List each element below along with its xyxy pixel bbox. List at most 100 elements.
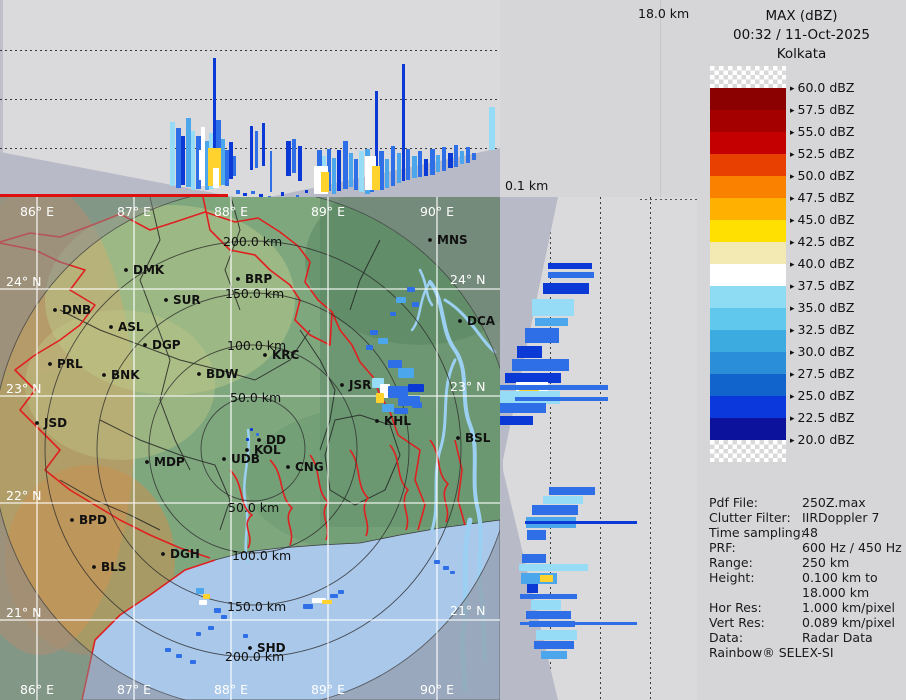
metadata-label: Pdf File: xyxy=(709,495,758,510)
xz-bar xyxy=(233,156,236,176)
yz-bar xyxy=(515,397,608,401)
color-scale-swatch xyxy=(710,242,786,264)
color-scale-label: ▸ 55.0 dBZ xyxy=(790,124,855,139)
yz-bar xyxy=(527,530,546,540)
metadata-value: 0.089 km/pixel xyxy=(802,615,895,630)
xz-bar xyxy=(375,91,378,189)
scale-arrow-icon: ▸ xyxy=(790,392,795,402)
xz-bar xyxy=(424,159,428,176)
xz-bar xyxy=(213,58,216,187)
xz-bar xyxy=(412,156,417,178)
height-max-label: 18.0 km xyxy=(638,6,690,21)
yz-bar xyxy=(535,318,568,326)
radar-echoes xyxy=(165,287,455,664)
color-scale-label: ▸ 50.0 dBZ xyxy=(790,168,855,183)
color-scale-label: ▸ 27.5 dBZ xyxy=(790,366,855,381)
scale-arrow-icon: ▸ xyxy=(790,282,795,292)
svg-text:BSL: BSL xyxy=(465,431,491,445)
xz-bar xyxy=(221,139,225,185)
xz-bar xyxy=(298,146,302,181)
xz-bar xyxy=(205,141,209,190)
color-scale-swatch xyxy=(710,352,786,374)
xz-bar xyxy=(186,118,191,187)
xz-speck xyxy=(296,195,299,197)
yz-bar xyxy=(512,359,569,371)
scale-arrow-icon: ▸ xyxy=(790,370,795,380)
color-scale-label: ▸ 37.5 dBZ xyxy=(790,278,855,293)
xz-bar xyxy=(385,159,389,188)
product-title: MAX (dBZ) xyxy=(765,8,838,24)
scale-arrow-icon: ▸ xyxy=(790,194,795,204)
city-marker-dca: DCA xyxy=(458,314,496,328)
graticule-label: 88° E xyxy=(214,682,248,697)
city-marker-khl: KHL xyxy=(375,414,411,428)
color-scale-label: ▸ 22.5 dBZ xyxy=(790,410,855,425)
xz-bar xyxy=(349,153,353,187)
scale-arrow-icon: ▸ xyxy=(790,260,795,270)
yz-bar xyxy=(521,573,557,584)
xz-speck xyxy=(251,191,255,194)
out-of-range-dim-overlay xyxy=(0,197,500,700)
graticule-label: 89° E xyxy=(311,682,345,697)
svg-text:MDP: MDP xyxy=(154,455,185,469)
svg-text:JSR: JSR xyxy=(348,378,371,392)
xz-bar xyxy=(343,141,348,189)
range-ring-label: 150.0 km xyxy=(225,286,284,301)
graticule-label: 86° E xyxy=(20,204,54,219)
graticule-label: 23° N xyxy=(6,381,41,396)
graticule-label: 24° N xyxy=(450,272,485,287)
height-min-label: 0.1 km xyxy=(505,178,549,193)
city-marker-sur: SUR xyxy=(164,293,201,307)
city-marker-krc: KRC xyxy=(263,348,300,362)
metadata-row: Height: 0.100 km to xyxy=(709,570,906,585)
svg-text:KRC: KRC xyxy=(272,348,300,362)
scale-arrow-icon: ▸ xyxy=(790,348,795,358)
metadata-value: 250Z.max xyxy=(802,495,866,510)
scale-arrow-icon: ▸ xyxy=(790,436,795,446)
svg-text:DD: DD xyxy=(266,433,286,447)
xz-bar xyxy=(460,151,464,164)
xz-bar xyxy=(176,128,181,188)
yz-bar xyxy=(520,622,637,625)
city-marker-bls: BLS xyxy=(92,560,126,574)
scale-arrow-icon: ▸ xyxy=(790,304,795,314)
graticule-label: 24° N xyxy=(6,274,41,289)
xz-bar xyxy=(354,159,358,190)
xz-bar xyxy=(454,145,458,167)
metadata-row: Data: Radar Data xyxy=(709,630,906,645)
metadata-row: Time sampling: 48 xyxy=(709,525,906,540)
scale-arrow-icon: ▸ xyxy=(790,238,795,248)
range-ring-label: 50.0 km xyxy=(228,500,279,515)
svg-text:SHD: SHD xyxy=(257,641,286,655)
city-marker-bsl: BSL xyxy=(456,431,491,445)
svg-text:JSD: JSD xyxy=(43,416,67,430)
color-scale-swatch xyxy=(710,176,786,198)
graticule-label: 23° N xyxy=(450,379,485,394)
city-marker-mns: MNS xyxy=(428,233,468,247)
city-marker-dmk: DMK xyxy=(124,263,165,277)
city-marker-dnb: DNB xyxy=(53,303,91,317)
svg-text:ASL: ASL xyxy=(118,320,144,334)
graticule-label: 21° N xyxy=(450,603,485,618)
scale-arrow-icon: ▸ xyxy=(790,128,795,138)
yz-bar xyxy=(548,272,594,278)
svg-text:KOL: KOL xyxy=(254,443,281,457)
svg-text:BLS: BLS xyxy=(101,560,126,574)
range-ring-labels: 200.0 km 150.0 km 100.0 km 50.0 km 50.0 km 10… xyxy=(223,234,291,664)
xz-bar xyxy=(359,151,364,192)
color-scale-label: ▸ 57.5 dBZ xyxy=(790,102,855,117)
yz-top-gridline xyxy=(640,199,700,200)
xz-core xyxy=(372,166,380,190)
svg-text:SUR: SUR xyxy=(173,293,201,307)
xz-core xyxy=(199,150,204,180)
svg-text:BRP: BRP xyxy=(245,272,272,286)
yz-gridline xyxy=(600,197,601,700)
city-marker-dgp: DGP xyxy=(143,338,181,352)
city-marker-cng: CNG xyxy=(286,460,324,474)
xz-core xyxy=(321,172,329,192)
scale-arrow-icon: ▸ xyxy=(790,172,795,182)
yz-bar xyxy=(519,564,588,571)
metadata-row: Clutter Filter: IIRDoppler 7 xyxy=(709,510,906,525)
xz-bar xyxy=(442,147,446,171)
